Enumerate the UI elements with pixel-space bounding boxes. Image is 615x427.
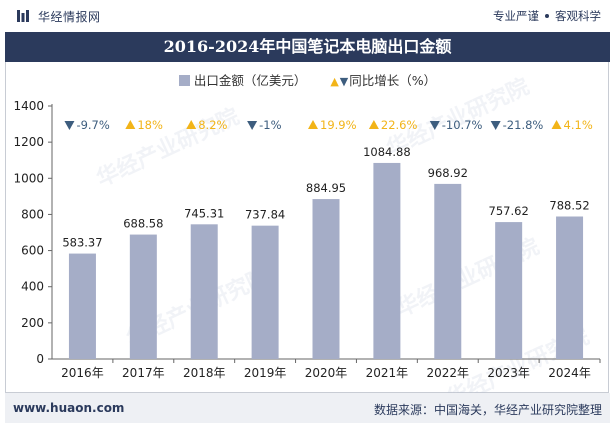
x-tick-label: 2016年: [61, 366, 104, 380]
growth-label: 22.6%: [381, 118, 418, 132]
logo-icon: [17, 10, 29, 22]
bar: [68, 253, 96, 359]
up-triangle-icon: ▲: [330, 75, 339, 88]
x-tick-label: 2023年: [487, 366, 530, 380]
bar: [312, 199, 340, 359]
x-tick-label: 2018年: [183, 366, 226, 380]
legend-item-bars: 出口金额（亿美元）: [178, 70, 307, 89]
bar-value-label: 688.58: [123, 217, 163, 231]
growth-label: 8.2%: [198, 118, 227, 132]
footer-url[interactable]: www.huaon.com: [13, 401, 125, 415]
growth-up-icon: [551, 120, 562, 129]
bar: [251, 225, 279, 359]
down-triangle-icon: ▼: [339, 75, 349, 88]
bar: [190, 224, 218, 359]
x-tick-label: 2017年: [122, 366, 165, 380]
chart-border: [5, 62, 609, 393]
x-tick-label: 2019年: [244, 366, 287, 380]
x-tick-label: 2024年: [548, 366, 591, 380]
growth-label: -9.7%: [76, 118, 109, 132]
bar: [129, 234, 157, 359]
slogan-left: 专业严谨: [493, 9, 539, 23]
growth-label: 19.9%: [320, 118, 357, 132]
bar: [495, 222, 523, 359]
legend: 出口金额（亿美元） ▲▼同比增长（%）: [0, 70, 615, 89]
y-tick-label: 0: [36, 352, 44, 366]
bar: [373, 162, 401, 359]
y-tick-label: 1200: [13, 135, 44, 149]
bar-value-label: 737.84: [245, 208, 285, 222]
footer-source: 数据来源：中国海关，华经产业研究院整理: [373, 403, 602, 417]
footer: www.huaon.com 数据来源：中国海关，华经产业研究院整理: [5, 393, 610, 423]
legend-growth-label: 同比增长（%）: [349, 73, 437, 88]
bar-value-label: 757.62: [489, 204, 529, 218]
growth-down-icon: [429, 121, 440, 130]
top-bar: 华经情报网 专业严谨 客观科学: [0, 0, 615, 32]
growth-label: 18%: [137, 118, 163, 132]
x-tick-label: 2022年: [427, 366, 470, 380]
bar-value-label: 1084.88: [363, 145, 411, 159]
x-tick-label: 2021年: [366, 366, 409, 380]
bar-value-label: 968.92: [428, 166, 468, 180]
y-tick-label: 200: [21, 316, 44, 330]
growth-label: -1%: [259, 118, 281, 132]
x-tick-label: 2020年: [305, 366, 348, 380]
y-tick-label: 1000: [13, 171, 44, 185]
growth-label: -10.7%: [442, 118, 483, 132]
y-tick-label: 800: [21, 207, 44, 221]
y-tick-label: 600: [21, 244, 44, 258]
growth-up-icon: [368, 120, 379, 129]
y-tick-label: 400: [21, 280, 44, 294]
growth-up-icon: [186, 120, 197, 129]
growth-label: -21.8%: [503, 118, 544, 132]
legend-item-growth: ▲▼同比增长（%）: [330, 70, 436, 89]
brand-name: 华经情报网: [38, 10, 101, 24]
y-tick-label: 1400: [13, 99, 44, 113]
slogan-right: 客观科学: [555, 9, 601, 23]
slogan: 专业严谨 客观科学: [493, 8, 601, 24]
growth-label: 4.1%: [564, 118, 593, 132]
growth-down-icon: [64, 121, 75, 130]
bar-swatch-icon: [178, 75, 190, 86]
bullet-icon: [545, 13, 549, 18]
bar: [434, 183, 462, 359]
growth-down-icon: [490, 121, 501, 130]
chart-title: 2016-2024年中国笔记本电脑出口金额: [5, 32, 610, 62]
growth-down-icon: [247, 121, 258, 130]
bar-value-label: 745.31: [184, 206, 224, 220]
growth-up-icon: [125, 120, 136, 129]
legend-bar-label: 出口金额（亿美元）: [193, 73, 307, 88]
bar-value-label: 884.95: [306, 181, 346, 195]
bar-value-label: 583.37: [62, 236, 102, 250]
bar-value-label: 788.52: [549, 199, 589, 213]
growth-up-icon: [308, 120, 318, 129]
bar: [556, 216, 584, 359]
